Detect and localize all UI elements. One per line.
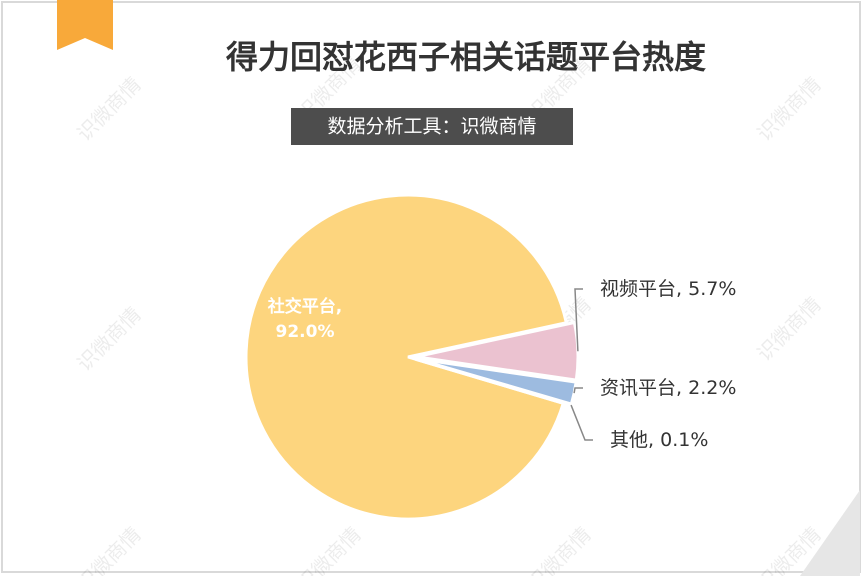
data-label: 其他, 0.1% <box>610 429 708 451</box>
category-label: 资讯平台 <box>600 377 676 399</box>
leader-line <box>574 288 583 352</box>
category-label: 其他 <box>610 429 648 451</box>
value-label: 0.1% <box>660 429 708 451</box>
separator: , <box>336 297 342 317</box>
value-label: 92.0% <box>276 322 335 342</box>
data-label: 视频平台, 5.7% <box>600 278 736 300</box>
bookmark <box>57 0 113 50</box>
separator: , <box>676 377 688 399</box>
leader-line <box>573 387 583 394</box>
value-label: 2.2% <box>688 377 736 399</box>
pie: 社交平台, 92.0%视频平台, 5.7%资讯平台, 2.2%其他, 0.1% <box>244 193 736 521</box>
separator: , <box>676 278 688 300</box>
pie-slice <box>244 193 569 521</box>
page-curl <box>800 490 860 576</box>
value-label: 5.7% <box>688 278 736 300</box>
category-label: 视频平台 <box>600 278 676 300</box>
pie-slice <box>415 320 580 382</box>
separator: , <box>648 429 660 451</box>
subtitle: 数据分析工具：识微商情 <box>327 116 536 138</box>
data-label: 社交平台, 92.0% <box>267 296 342 342</box>
subtitle-box <box>291 108 573 145</box>
category-label: 社交平台 <box>267 296 336 317</box>
data-label: 资讯平台, 2.2% <box>600 377 736 399</box>
leader-line <box>570 404 593 441</box>
chart-title: 得力回怼花西子相关话题平台热度 <box>226 38 706 76</box>
